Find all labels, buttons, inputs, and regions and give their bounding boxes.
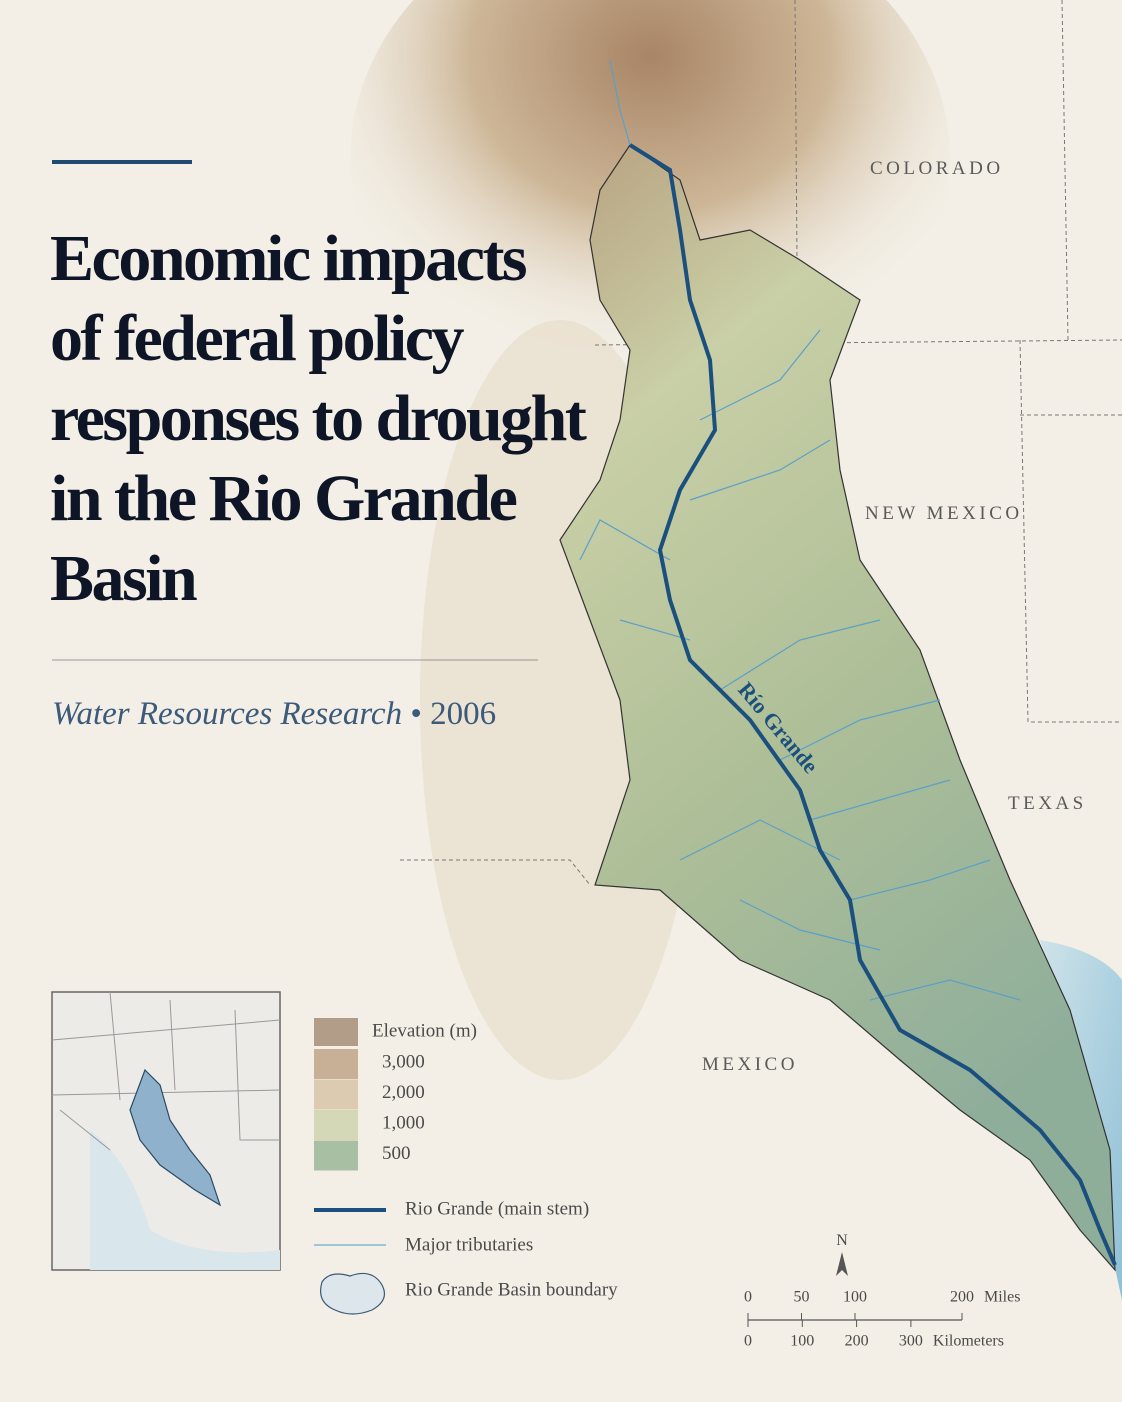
scale-tick-label: 300 — [899, 1333, 923, 1350]
tributaries — [579, 59, 1021, 1001]
separator: • — [410, 696, 422, 732]
state-label: COLORADO — [870, 158, 1004, 179]
legend-swatch — [314, 1079, 358, 1110]
state-label: TEXAS — [1008, 793, 1087, 814]
title-line: Economic impacts — [50, 222, 527, 295]
accent-bar — [52, 160, 192, 164]
scale-tick-label: 50 — [794, 1289, 810, 1306]
legend-title: Elevation (m) — [372, 1020, 477, 1041]
citation: Water Resources Research • 2006 — [52, 696, 496, 732]
scale-bar: N 0 50 100 200 Miles 0 100 200 300 Kilometers — [744, 1232, 1020, 1350]
inset-map — [51, 991, 281, 1271]
legend-label: 3,000 — [382, 1051, 425, 1072]
scale-unit: Miles — [984, 1289, 1020, 1306]
journal: Water Resources Research — [52, 696, 402, 732]
title-line: in the Rio Grande — [50, 462, 517, 535]
year: 2006 — [430, 696, 496, 732]
title-line: of federal policy — [50, 302, 465, 375]
legend-label: Major tributaries — [405, 1234, 533, 1255]
legend-label: Rio Grande (main stem) — [405, 1198, 589, 1219]
country-label: MEXICO — [702, 1054, 798, 1075]
title-line: responses to drought — [50, 382, 587, 455]
scale-tick-label: 200 — [950, 1289, 974, 1306]
scale-tick-label: 100 — [843, 1289, 867, 1306]
legend-boundary — [319, 1272, 385, 1315]
legend-swatch — [314, 1110, 358, 1140]
legend: Elevation (m) Rio Grande (main stem) Maj… — [314, 1018, 618, 1315]
legend-label: 2,000 — [382, 1082, 425, 1103]
scale-tick-label: 0 — [744, 1289, 752, 1306]
north-label: N — [836, 1232, 848, 1249]
legend-label: Rio Grande Basin boundary — [405, 1279, 618, 1300]
legend-swatch — [314, 1049, 358, 1079]
scale-unit: Kilometers — [933, 1333, 1004, 1350]
scale-tick-label: 100 — [790, 1333, 814, 1350]
scale-tick-label: 200 — [845, 1333, 869, 1350]
legend-label: 1,000 — [382, 1112, 425, 1133]
main-stem — [628, 143, 1117, 1266]
gulf — [1040, 940, 1122, 1300]
scale-tick-label: 0 — [744, 1333, 752, 1350]
north-arrow — [836, 1252, 848, 1276]
legend-label: 500 — [382, 1143, 411, 1164]
legend-swatch — [314, 1018, 358, 1046]
state-label: NEW MEXICO — [865, 503, 1023, 524]
basin — [559, 144, 1116, 1272]
legend-swatch — [314, 1140, 358, 1171]
title-line: Basin — [50, 542, 197, 615]
